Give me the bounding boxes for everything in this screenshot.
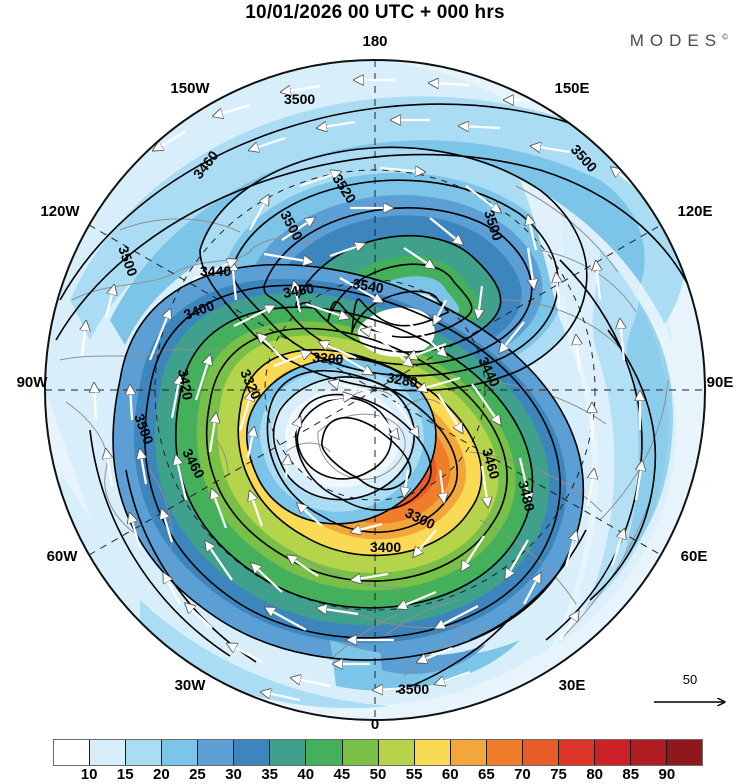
lon-label-60w: 60W xyxy=(46,548,78,565)
colorbar-cell-11 xyxy=(450,740,487,765)
colorbar-cell-12 xyxy=(486,740,523,765)
colorbar-cell-10 xyxy=(414,740,451,765)
colorbar-tick-20: 20 xyxy=(152,766,170,783)
colorbar-cell-9 xyxy=(378,740,415,765)
colorbar-cell-14 xyxy=(558,740,595,765)
lon-label-180: 180 xyxy=(362,33,388,50)
copyright-icon: © xyxy=(722,32,728,42)
contour-label: 3300 xyxy=(312,349,344,367)
polar-map: 3500 3500 3500 3500 3460 3500 3520 3540 … xyxy=(16,33,734,733)
colorbar-tick-10: 10 xyxy=(80,766,98,783)
lon-label-90e: 90E xyxy=(706,374,734,391)
lon-label-150w: 150W xyxy=(170,80,210,97)
colorbar-cell-13 xyxy=(522,740,559,765)
contour-label: 3500 xyxy=(398,681,429,697)
contour-label: 3400 xyxy=(370,539,401,555)
contour-labels: 3500 3500 3500 3500 3460 3500 3520 3540 … xyxy=(115,91,600,697)
lon-label-150e: 150E xyxy=(554,80,590,97)
colorbar-cell-8 xyxy=(342,740,379,765)
lon-label-120e: 120E xyxy=(677,203,713,220)
globe-outline xyxy=(44,59,706,721)
colorbar-cell-0 xyxy=(54,740,91,765)
lon-label-120w: 120W xyxy=(40,203,80,220)
modes-logo-text: MODES xyxy=(629,31,723,50)
colorbar-tick-55: 55 xyxy=(405,766,423,783)
contour-label: 3280 xyxy=(385,369,419,390)
colorbar-tick-70: 70 xyxy=(514,766,531,783)
graticule xyxy=(45,60,705,720)
colorbar-tick-45: 45 xyxy=(333,766,351,783)
colorbar-tick-35: 35 xyxy=(261,766,278,783)
contour-label: 3540 xyxy=(351,275,385,296)
colorbar-tick-15: 15 xyxy=(116,766,134,783)
page-title: 10/01/2026 00 UTC + 000 hrs xyxy=(245,2,505,23)
colorbar-tick-40: 40 xyxy=(297,766,315,783)
colorbar-tick-85: 85 xyxy=(622,766,640,783)
colorbar xyxy=(53,739,703,766)
colorbar-cell-15 xyxy=(594,740,631,765)
colorbar-tick-90: 90 xyxy=(658,766,676,783)
colorbar-tick-65: 65 xyxy=(477,766,495,783)
contour-label: 3480 xyxy=(515,479,538,513)
colorbar-cell-16 xyxy=(631,740,668,765)
colorbar-cell-7 xyxy=(306,740,343,765)
contour-label: 3500 xyxy=(284,91,315,107)
colorbar-ticks: 10 15 20 25 30 35 40 45 50 55 60 65 70 75 80 85 90 xyxy=(53,766,703,784)
colorbar-tick-50: 50 xyxy=(369,766,387,783)
colorbar-cell-3 xyxy=(162,740,199,765)
lon-label-30w: 30W xyxy=(174,677,206,694)
wind-scale-arrow-icon xyxy=(654,692,730,712)
colorbar-cell-4 xyxy=(198,740,235,765)
modes-logo: MODES© xyxy=(630,31,728,51)
colorbar-tick-25: 25 xyxy=(189,766,206,783)
lon-label-30e: 30E xyxy=(558,677,586,694)
colorbar-tick-75: 75 xyxy=(550,766,567,783)
colorbar-cell-1 xyxy=(90,740,127,765)
colorbar-cell-6 xyxy=(270,740,307,765)
colorbar-cell-2 xyxy=(126,740,163,765)
wind-scale-reference: 50 xyxy=(650,672,730,716)
colorbar-cell-17 xyxy=(667,740,703,765)
colorbar-cell-5 xyxy=(234,740,271,765)
lon-label-0: 0 xyxy=(370,716,380,733)
colorbar-tick-80: 80 xyxy=(586,766,603,783)
contour-label: 3440 xyxy=(200,263,231,279)
colorbar-tick-30: 30 xyxy=(225,766,242,783)
lon-label-60e: 60E xyxy=(680,548,708,565)
polar-map-canvas: 3500 3500 3500 3500 3460 3500 3520 3540 … xyxy=(44,59,706,721)
colorbar-tick-60: 60 xyxy=(441,766,459,783)
contour-label: 3460 xyxy=(282,280,316,301)
wind-scale-value: 50 xyxy=(682,672,698,687)
lon-label-90w: 90W xyxy=(16,374,48,391)
contour-label: 3420 xyxy=(175,368,196,402)
